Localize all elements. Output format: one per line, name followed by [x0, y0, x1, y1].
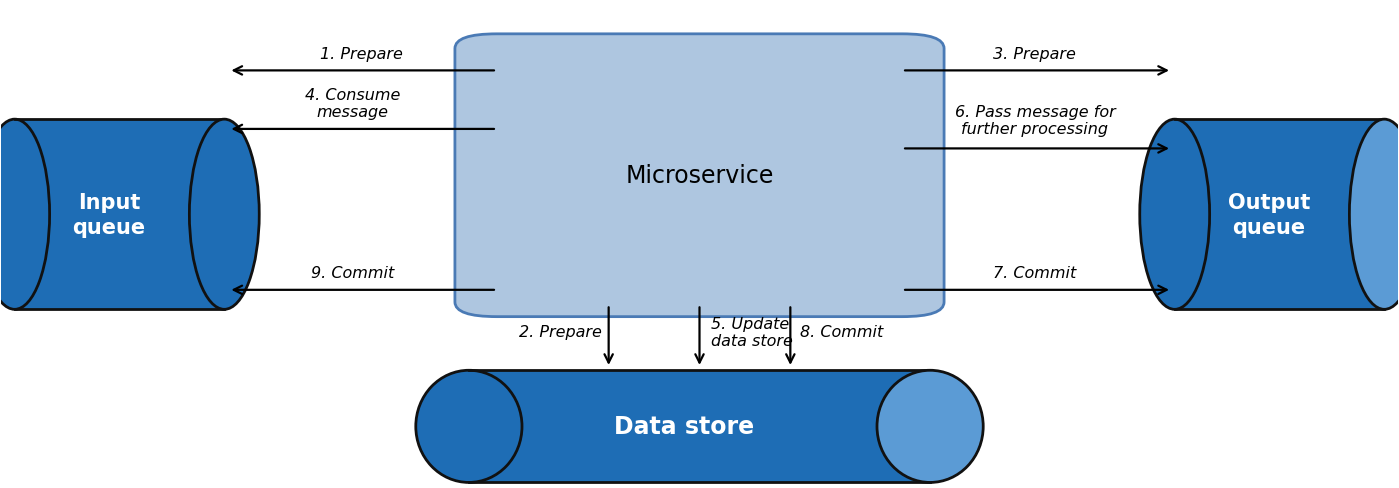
Text: 4. Consume
message: 4. Consume message: [305, 87, 400, 120]
Ellipse shape: [1140, 120, 1210, 310]
Bar: [14, 120, 224, 310]
Text: Input
queue: Input queue: [73, 192, 145, 237]
Ellipse shape: [416, 370, 522, 483]
Text: 3. Prepare: 3. Prepare: [993, 46, 1076, 61]
Bar: [1175, 120, 1385, 310]
Ellipse shape: [189, 120, 259, 310]
Ellipse shape: [877, 370, 983, 483]
Text: 8. Commit: 8. Commit: [800, 324, 883, 339]
Text: 5. Update
data store: 5. Update data store: [711, 316, 793, 349]
Text: Microservice: Microservice: [625, 164, 774, 188]
Ellipse shape: [0, 120, 49, 310]
Text: Data store: Data store: [614, 414, 754, 438]
Text: 6. Pass message for
further processing: 6. Pass message for further processing: [954, 104, 1115, 137]
Text: Output
queue: Output queue: [1228, 192, 1311, 237]
FancyBboxPatch shape: [455, 35, 944, 317]
Text: 7. Commit: 7. Commit: [993, 265, 1077, 281]
Bar: [469, 370, 930, 483]
Ellipse shape: [1350, 120, 1399, 310]
Text: 2. Prepare: 2. Prepare: [519, 324, 602, 339]
Text: 9. Commit: 9. Commit: [311, 265, 395, 281]
Text: 1. Prepare: 1. Prepare: [320, 46, 403, 61]
